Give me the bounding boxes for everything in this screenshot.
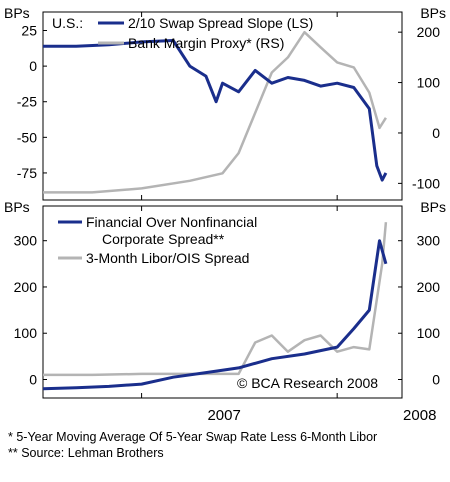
series-line [42, 239, 388, 391]
footnote-bank-margin: * 5-Year Moving Average Of 5-Year Swap R… [8, 430, 378, 444]
series-line [43, 39, 388, 182]
y-tick-label-left: -75 [17, 165, 37, 181]
series-line [43, 222, 388, 377]
x-tick-label: 2007 [207, 407, 240, 424]
y-tick-label-left: 0 [29, 371, 37, 387]
y-tick-label-right: 300 [417, 233, 441, 249]
y-tick-label-right: -100 [412, 175, 440, 191]
legend-label: Bank Margin Proxy* (RS) [128, 35, 284, 51]
y-unit-left: BPs [4, 199, 30, 215]
legend-label: Corporate Spread** [102, 231, 225, 247]
y-tick-label-left: 200 [14, 279, 38, 295]
y-tick-label-right: 200 [417, 24, 441, 40]
legend-label: Financial Over Nonfinancial [86, 214, 257, 230]
footnote-source: ** Source: Lehman Brothers [8, 446, 164, 460]
y-tick-label-left: -50 [17, 129, 37, 145]
legend-label: 2/10 Swap Spread Slope (LS) [128, 15, 313, 31]
panel-frame [42, 205, 403, 399]
y-tick-label-right: 100 [417, 325, 441, 341]
y-tick-label-right: 0 [432, 371, 440, 387]
y-unit-left: BPs [4, 5, 30, 21]
y-unit-right: BPs [420, 5, 446, 21]
y-unit-right: BPs [420, 199, 446, 215]
x-tick-label: 2008 [403, 407, 436, 424]
panel-frame [42, 11, 403, 201]
y-tick-label-left: 100 [14, 325, 38, 341]
legend-label: 3-Month Libor/OIS Spread [86, 250, 249, 266]
chart-canvas: 2007 2008 BPs BPs 25 0 -25 -50 -75 200 100 0 -100 U.S… [4, 5, 446, 424]
y-tick-label-left: -25 [17, 94, 37, 110]
y-tick-label-left: 0 [29, 58, 37, 74]
copyright-annotation: © BCA Research 2008 [237, 375, 378, 391]
y-tick-label-right: 0 [432, 125, 440, 141]
series-line [43, 30, 387, 194]
y-tick-label-right: 100 [417, 75, 441, 91]
y-tick-label-left: 300 [14, 233, 38, 249]
y-tick-label-right: 200 [417, 279, 441, 295]
chart-title: U.S.: [52, 15, 83, 31]
y-tick-label-left: 25 [21, 23, 37, 39]
